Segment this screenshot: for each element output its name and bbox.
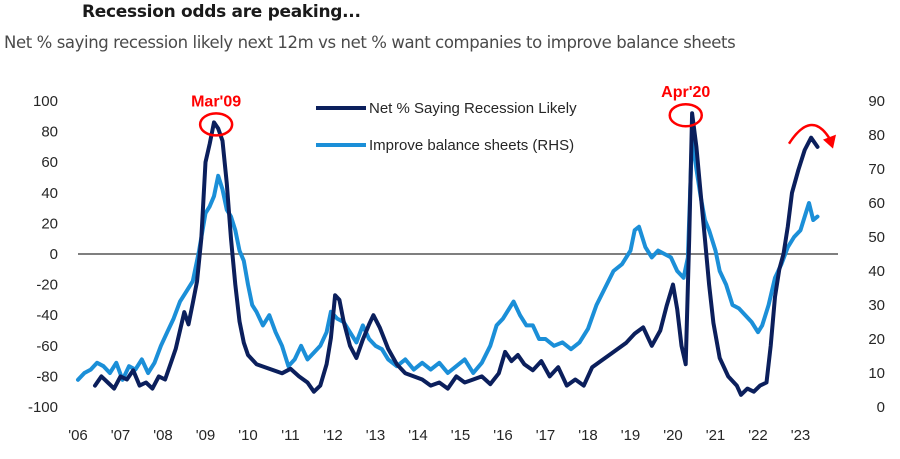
- annotations: Mar'09 Apr'20: [191, 84, 836, 149]
- x-tick-label: '14: [408, 427, 428, 444]
- y-left-tick-label: -80: [36, 368, 58, 385]
- x-axis: '06 '07 '08 '09 '10 '11 '12 '13 '14 '15 '16 '17 '18 '…: [68, 427, 810, 444]
- x-tick-label: '09: [196, 427, 216, 444]
- x-tick-label: '13: [366, 427, 386, 444]
- y-left-tick-label: 100: [33, 93, 58, 110]
- x-tick-label: '15: [451, 427, 471, 444]
- x-tick-label: '12: [323, 427, 343, 444]
- curved-arrow-icon: [787, 123, 831, 145]
- y-axis-left: 100 80 60 40 20 0 -20 -40 -60 -80 -100: [28, 93, 58, 416]
- y-right-tick-label: 50: [868, 229, 885, 246]
- x-tick-label: '19: [621, 427, 641, 444]
- x-tick-label: '07: [111, 427, 131, 444]
- y-right-tick-label: 70: [868, 161, 885, 178]
- x-tick-label: '22: [748, 427, 768, 444]
- y-right-tick-label: 10: [868, 365, 885, 382]
- y-left-tick-label: -100: [28, 399, 58, 416]
- x-tick-label: '11: [281, 427, 299, 444]
- legend: Net % Saying Recession Likely Improve ba…: [316, 100, 577, 154]
- x-tick-label: '17: [536, 427, 556, 444]
- chart-subtitle: Net % saying recession likely next 12m v…: [4, 33, 736, 52]
- annotation-circle: [668, 102, 703, 128]
- annotation-circle: [198, 112, 234, 137]
- y-right-tick-label: 90: [868, 93, 885, 110]
- x-tick-label: '16: [493, 427, 513, 444]
- y-right-tick-label: 40: [868, 263, 885, 280]
- chart-title: Recession odds are peaking...: [82, 2, 361, 22]
- y-left-tick-label: -60: [36, 338, 58, 355]
- y-right-tick-label: 30: [868, 297, 885, 314]
- y-right-tick-label: 60: [868, 195, 885, 212]
- x-tick-label: '18: [578, 427, 598, 444]
- x-tick-label: '06: [68, 427, 88, 444]
- y-left-tick-label: 80: [41, 124, 58, 141]
- x-tick-label: '23: [791, 427, 811, 444]
- arrowhead-icon: [823, 134, 836, 149]
- y-left-tick-label: -20: [36, 277, 58, 294]
- y-left-tick-label: 20: [41, 215, 58, 232]
- y-right-tick-label: 0: [877, 399, 885, 416]
- y-left-tick-label: 60: [41, 154, 58, 171]
- legend-label-recession: Net % Saying Recession Likely: [369, 100, 577, 117]
- y-left-tick-label: -40: [36, 307, 58, 324]
- annotation-label: Apr'20: [661, 84, 710, 101]
- x-tick-label: '08: [153, 427, 173, 444]
- y-axis-right: 90 80 70 60 50 40 30 20 10 0: [868, 93, 885, 416]
- x-tick-label: '20: [663, 427, 683, 444]
- series-line-recession-likely: [93, 111, 820, 397]
- series-layer: [76, 111, 820, 397]
- y-left-tick-label: 0: [50, 246, 58, 263]
- y-right-tick-label: 80: [868, 127, 885, 144]
- x-tick-label: '21: [706, 427, 726, 444]
- y-left-tick-label: 40: [41, 185, 58, 202]
- annotation-label: Mar'09: [191, 93, 241, 110]
- x-tick-label: '10: [238, 427, 258, 444]
- y-right-tick-label: 20: [868, 331, 885, 348]
- legend-label-balance-sheets: Improve balance sheets (RHS): [369, 137, 574, 154]
